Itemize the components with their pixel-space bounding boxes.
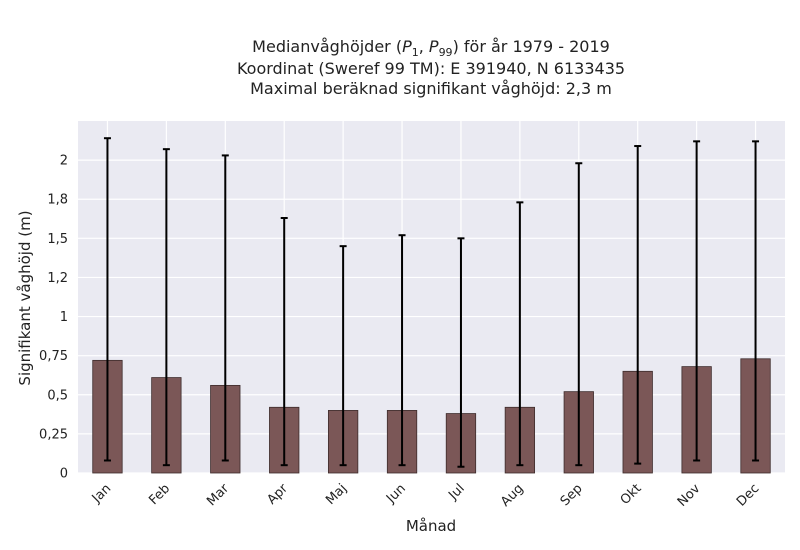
x-tick-label: Jun: [383, 481, 409, 507]
y-tick-label: 0: [60, 467, 68, 482]
x-tick-label: Jan: [89, 481, 114, 506]
x-axis-ticks: Jan Feb Mar Apr Maj Jun Jul Aug Sep Okt Nov Dec: [89, 481, 763, 510]
x-tick-label: Apr: [265, 481, 292, 508]
chart-subtitle-max-height: Maximal beräknad signifikant våghöjd: 2,…: [250, 79, 612, 98]
x-tick-label: Mar: [204, 481, 232, 509]
x-tick-label: Sep: [558, 481, 586, 509]
x-axis-label: Månad: [406, 517, 456, 535]
y-tick-label: 1: [60, 310, 68, 325]
y-tick-label: 2: [60, 154, 68, 169]
y-tick-label: 1,8: [47, 193, 68, 208]
y-tick-label: 1,5: [47, 232, 68, 247]
plot-area: [78, 121, 785, 473]
chart-subtitle-coordinates: Koordinat (Sweref 99 TM): E 391940, N 61…: [237, 59, 625, 78]
y-tick-label: 0,5: [47, 388, 68, 403]
y-axis-label: Signifikant våghöjd (m): [16, 210, 34, 385]
x-tick-label: Nov: [675, 481, 704, 510]
y-tick-label: 0,75: [39, 349, 68, 364]
x-tick-label: Maj: [323, 481, 350, 508]
y-tick-label: 0,25: [39, 427, 68, 442]
x-tick-label: Feb: [146, 481, 173, 508]
chart-title-line: Medianvåghöjder (P1, P99) för år 1979 - …: [252, 37, 610, 59]
error-bars: [103, 137, 760, 468]
x-tick-label: Dec: [734, 481, 762, 509]
chart-title: Medianvåghöjder (P1, P99) för år 1979 - …: [237, 37, 625, 98]
x-tick-label: Okt: [618, 481, 645, 508]
x-tick-label: Jul: [445, 481, 467, 503]
y-tick-label: 1,2: [47, 271, 68, 286]
y-axis-ticks: 0 0,25 0,5 0,75 1 1,2 1,5 1,8 2: [39, 154, 68, 482]
x-tick-label: Aug: [498, 481, 527, 510]
